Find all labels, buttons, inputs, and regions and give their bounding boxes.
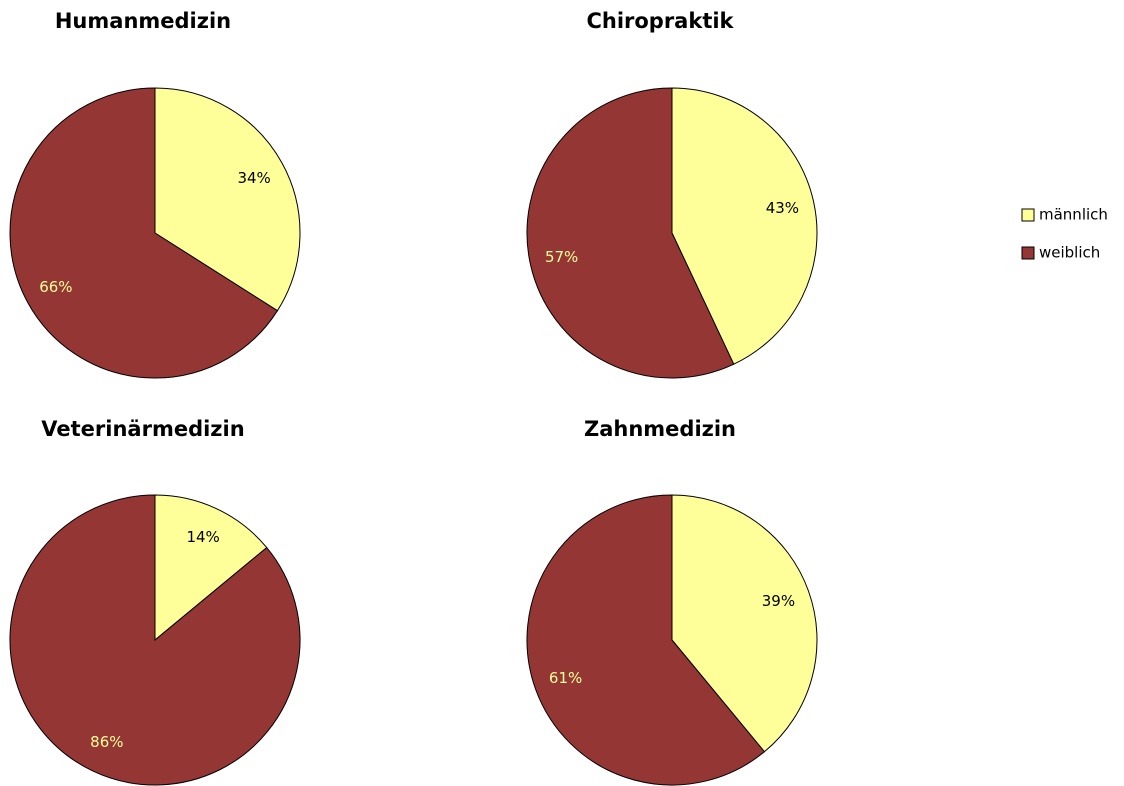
value-label: 43% (766, 199, 799, 217)
value-label: 86% (90, 733, 123, 751)
legend-swatch (1021, 208, 1035, 222)
legend-label: weiblich (1039, 244, 1100, 262)
pie-slice (671, 87, 818, 365)
value-label: 34% (237, 169, 270, 187)
pie-slice (154, 494, 268, 642)
pie-slice (9, 87, 279, 379)
chart-title: Zahnmedizin (584, 417, 736, 441)
pie-slice (9, 494, 301, 786)
pie-slice (526, 87, 735, 379)
legend-swatch (1021, 246, 1035, 260)
legend-label: männlich (1039, 206, 1108, 224)
pie-slice (154, 87, 301, 312)
pie-slice (526, 494, 766, 786)
value-label: 61% (549, 669, 582, 687)
value-label: 14% (186, 528, 219, 546)
chart-title: Humanmedizin (55, 9, 231, 33)
pie-slice (671, 494, 818, 753)
chart-title: Veterinärmedizin (41, 417, 244, 441)
value-label: 66% (39, 278, 72, 296)
chart-title: Chiropraktik (586, 9, 734, 33)
value-label: 57% (545, 248, 578, 266)
value-label: 39% (762, 592, 795, 610)
